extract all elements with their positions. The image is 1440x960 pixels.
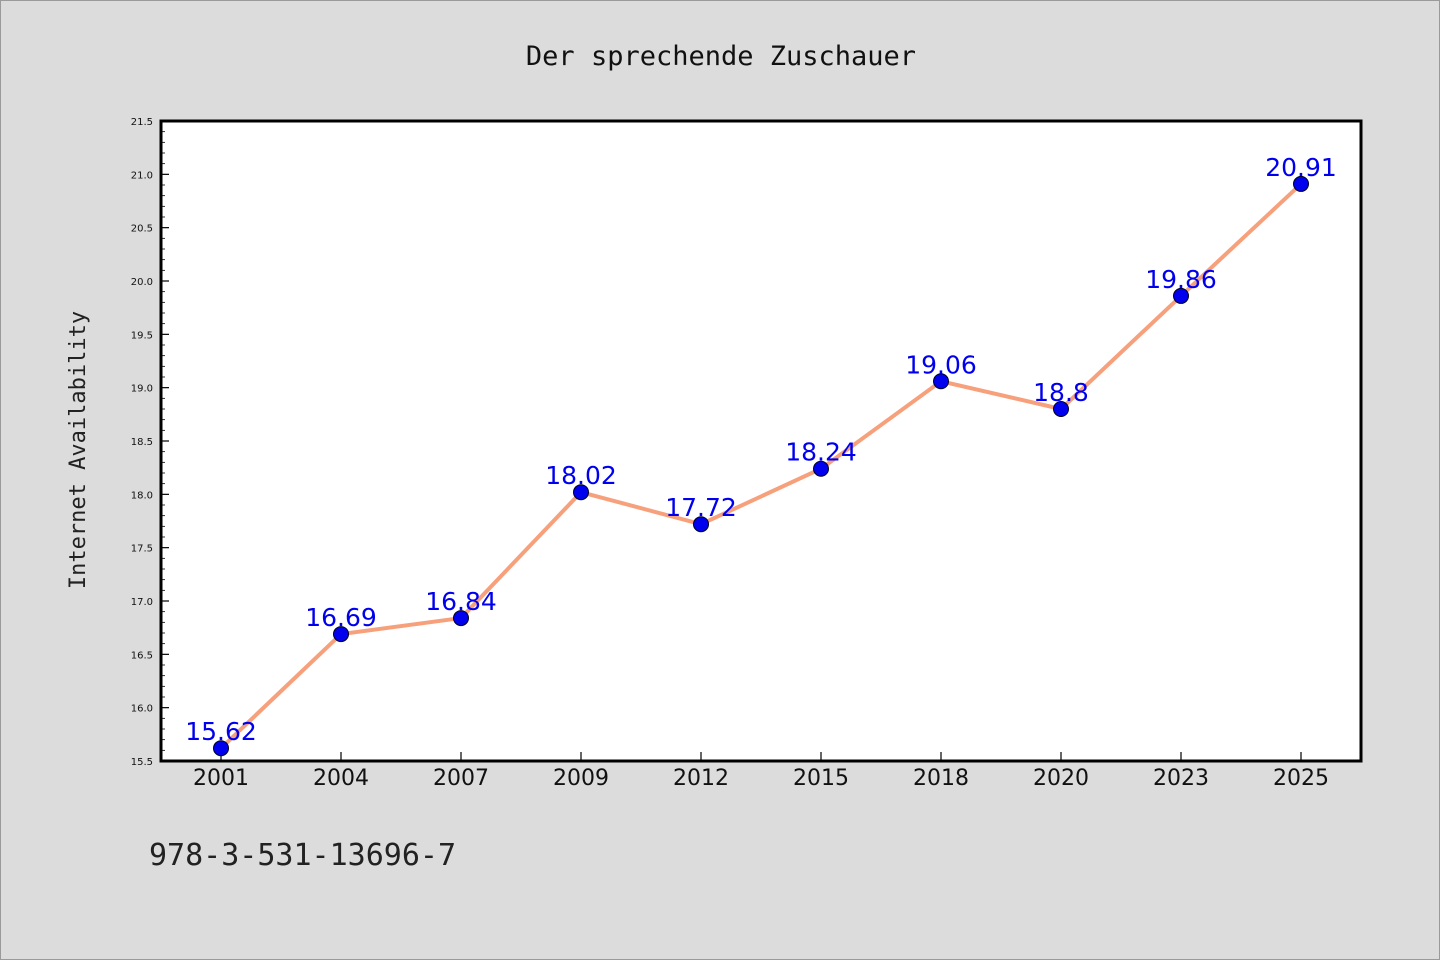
- plot-frame: [159, 119, 1363, 763]
- plot-area: [161, 121, 1361, 761]
- data-point: [813, 460, 829, 477]
- data-point: [333, 626, 349, 643]
- data-label: 18.8: [1033, 378, 1089, 407]
- y-tick-label: 19.5: [131, 330, 153, 341]
- y-tick-label: 16.0: [131, 704, 153, 715]
- y-axis: 15.5 16.0 16.5 17.0 17.5 18.0 18.5 19.0 19.5 20.0…: [131, 117, 169, 768]
- y-axis-label: Internet Availability: [66, 311, 91, 589]
- data-label: 20.91: [1265, 153, 1337, 182]
- data-label: 18.02: [545, 461, 617, 490]
- x-tick-label: 2015: [793, 766, 849, 791]
- isbn-text: 978-3-531-13696-7: [149, 838, 456, 873]
- data-label: 17.72: [665, 493, 737, 522]
- series-line: [219, 182, 1303, 750]
- chart-title: Der sprechende Zuschauer: [526, 41, 916, 72]
- y-tick-label: 20.0: [131, 277, 153, 288]
- data-point: [453, 610, 469, 627]
- data-label: 18.24: [785, 438, 857, 467]
- data-point: [1173, 287, 1189, 304]
- x-tick-label: 2018: [913, 766, 969, 791]
- data-point: [693, 516, 709, 533]
- y-tick-label: 18.0: [131, 490, 153, 501]
- y-tick-label: 17.0: [131, 597, 153, 608]
- y-tick-label: 17.5: [131, 544, 153, 555]
- data-label: 16.69: [305, 603, 377, 632]
- x-tick-label: 2012: [673, 766, 729, 791]
- data-point: [1293, 175, 1309, 192]
- data-point: [933, 373, 949, 390]
- y-tick-label: 21.0: [131, 170, 153, 181]
- x-axis: 2001 2004 2007 2009 2012 2015 2018 2020 2023 2025: [193, 752, 1329, 791]
- x-tick-label: 2023: [1153, 766, 1209, 791]
- x-tick-label: 2004: [313, 766, 369, 791]
- y-tick-label: 19.0: [131, 384, 153, 395]
- data-label: 16.84: [425, 587, 497, 616]
- y-tick-label: 21.5: [131, 117, 153, 128]
- x-tick-label: 2025: [1273, 766, 1329, 791]
- x-tick-label: 2007: [433, 766, 489, 791]
- data-point: [1053, 401, 1069, 417]
- data-point: [213, 740, 229, 757]
- data-point: [573, 484, 589, 501]
- x-tick-label: 2020: [1033, 766, 1089, 791]
- data-label: 15.62: [185, 717, 257, 746]
- data-label: 19.86: [1145, 265, 1217, 294]
- y-tick-label: 16.5: [131, 650, 153, 661]
- series-layer: 15.62 16.69 16.84 18.02 17.72 18.24 19.06 18.8 1…: [185, 153, 1337, 757]
- y-tick-label: 20.5: [131, 224, 153, 235]
- data-label: 19.06: [905, 350, 977, 379]
- x-tick-label: 2009: [553, 766, 609, 791]
- y-tick-label: 18.5: [131, 437, 153, 448]
- x-tick-label: 2001: [193, 766, 249, 791]
- y-tick-label: 15.5: [131, 757, 153, 768]
